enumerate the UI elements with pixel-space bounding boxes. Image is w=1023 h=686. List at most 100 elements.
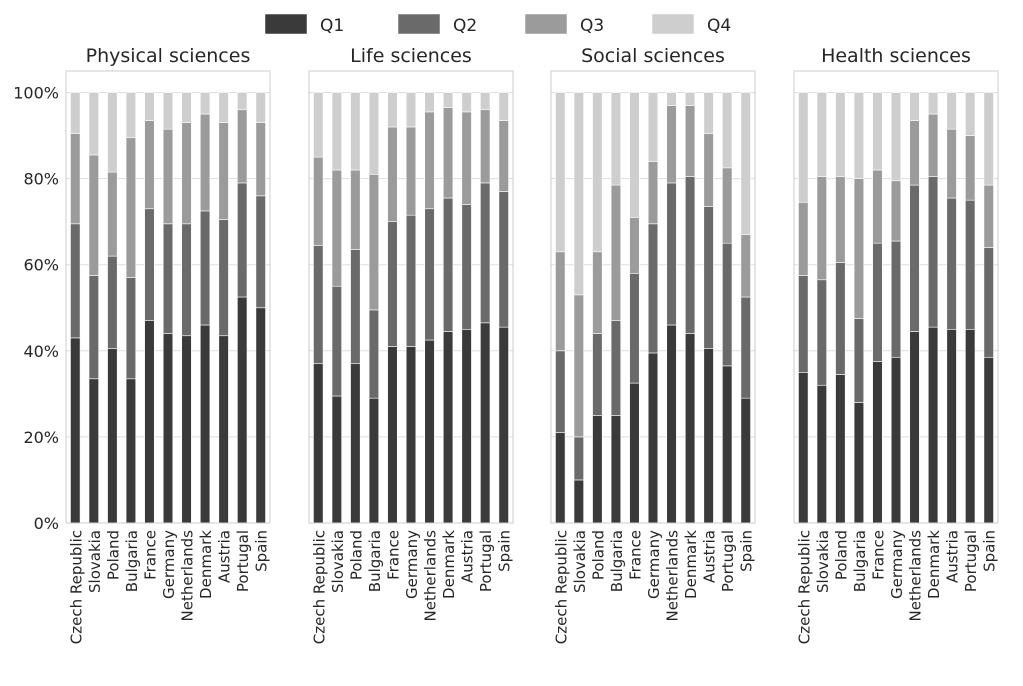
bar-segment-q2 <box>592 333 603 416</box>
bar-segment-q4 <box>350 92 361 171</box>
bar-segment-q2 <box>629 273 640 384</box>
bar-segment-q1 <box>890 356 902 524</box>
bar-segment-q2 <box>368 309 380 399</box>
bar-segment-q2 <box>88 275 99 380</box>
bar-segment-q2 <box>387 221 398 347</box>
panel-frame <box>65 70 271 524</box>
x-tick-label: Denmark <box>197 530 215 599</box>
bar-segment-q1 <box>199 324 211 524</box>
x-tick-label: Bulgaria <box>851 530 869 592</box>
bar-segment-q2 <box>255 195 266 309</box>
bar-segment-q2 <box>181 223 192 337</box>
bar-segment-q3 <box>70 133 81 225</box>
x-tick-label: Portugal <box>719 530 737 592</box>
bar-segment-q4 <box>125 92 137 139</box>
bar-segment-q3 <box>144 120 155 210</box>
bar-segment-q4 <box>816 92 827 177</box>
bar-segment-q1 <box>162 333 174 524</box>
bar-segment-q3 <box>107 171 118 257</box>
x-tick-label: Spain <box>738 530 756 572</box>
bar-segment-q4 <box>965 92 976 136</box>
bar-segment-q2 <box>125 277 137 380</box>
legend-label-q3: Q3 <box>580 16 604 36</box>
y-tick-label: 60% <box>23 256 59 275</box>
bar-segment-q4 <box>331 92 342 171</box>
y-tick-label: 0% <box>34 514 59 533</box>
bar-segment-q1 <box>740 397 751 524</box>
x-tick-label: Portugal <box>234 530 252 592</box>
x-tick-label: France <box>141 530 159 580</box>
x-tick-label: Slovakia <box>86 530 104 593</box>
bar-segment-q4 <box>835 92 846 177</box>
bar-segment-q1 <box>313 363 324 524</box>
bar-segment-q1 <box>218 335 229 524</box>
bar-segment-q4 <box>107 92 118 173</box>
bar-segment-q1 <box>350 363 361 524</box>
bar-segment-q1 <box>592 415 603 524</box>
bar-segment-q4 <box>573 92 584 296</box>
bar-segment-q4 <box>722 92 733 169</box>
x-tick-label: Germany <box>645 530 663 599</box>
bar-segment-q2 <box>835 262 846 375</box>
bar-segment-q3 <box>629 217 640 274</box>
x-tick-label: Czech Republic <box>552 530 570 644</box>
bar-segment-q1 <box>255 307 266 524</box>
y-tick-label: 40% <box>23 342 59 361</box>
bar-segment-q1 <box>555 432 566 524</box>
bar-segment-q3 <box>405 126 417 216</box>
bar-segment-q1 <box>666 324 677 524</box>
bar-segment-q2 <box>331 285 342 397</box>
bar-segment-q2 <box>722 242 733 367</box>
bar-segment-q1 <box>480 322 491 524</box>
bar-segment-q4 <box>387 92 398 128</box>
x-tick-label: Austria <box>944 530 962 583</box>
bar-segment-q2 <box>872 242 883 362</box>
panel-social-sciences: Social sciences Czech Republic Slovakia Pol… <box>550 45 756 644</box>
panel-title: Social sciences <box>581 45 725 67</box>
panel-title: Physical sciences <box>86 45 251 67</box>
bar-segment-q2 <box>442 197 454 332</box>
bar-segment-q1 <box>927 326 939 524</box>
bar-segment-q2 <box>237 182 248 298</box>
panel-health-sciences: Health sciences Czech Republic Slovakia Pol… <box>793 45 999 644</box>
legend-swatch-q3 <box>524 13 568 35</box>
panel-physical-sciences: Physical sciences 0% 20% 40% 60% 80% 100% Czech… <box>13 45 270 644</box>
bar-segment-q3 <box>442 107 454 199</box>
x-tick-label: Bulgaria <box>123 530 141 592</box>
bar-segment-q1 <box>722 365 733 524</box>
bar-segment-q4 <box>798 92 809 203</box>
bar-segment-q2 <box>740 296 751 399</box>
x-tick-label: Bulgaria <box>608 530 626 592</box>
bar-segment-q3 <box>350 169 361 250</box>
bar-segment-q3 <box>480 109 491 184</box>
x-tick-label: France <box>869 530 887 580</box>
x-tick-label: Netherlands <box>422 530 440 622</box>
bar-segment-q2 <box>816 279 827 386</box>
x-tick-label: France <box>384 530 402 580</box>
bar-segment-q1 <box>442 331 454 524</box>
legend-label-q1: Q1 <box>320 16 344 36</box>
legend-swatch-q1 <box>264 13 308 35</box>
bar-segment-q3 <box>890 180 902 242</box>
bar-segment-q1 <box>703 348 714 524</box>
x-tick-label: Netherlands <box>907 530 925 622</box>
bar-segment-q1 <box>331 395 342 524</box>
bar-segment-q1 <box>965 328 976 524</box>
bar-segment-q3 <box>853 178 865 319</box>
panel-title: Life sciences <box>350 45 472 67</box>
bar-segment-q3 <box>461 111 472 205</box>
bar-segment-q4 <box>983 92 994 186</box>
x-tick-label: Germany <box>160 530 178 599</box>
bar-segment-q1 <box>946 328 957 524</box>
bar-segment-q1 <box>573 479 584 524</box>
bar-segment-q4 <box>666 92 677 106</box>
x-tick-label: Slovakia <box>329 530 347 593</box>
bar-segment-q3 <box>199 113 211 212</box>
bar-segment-q2 <box>927 176 939 328</box>
bar-segment-q4 <box>853 92 865 179</box>
bar-segment-q4 <box>442 92 454 108</box>
bar-segment-q3 <box>237 109 248 184</box>
x-tick-label: Poland <box>832 530 850 580</box>
bar-segment-q2 <box>162 223 174 334</box>
bar-segment-q1 <box>610 415 622 524</box>
